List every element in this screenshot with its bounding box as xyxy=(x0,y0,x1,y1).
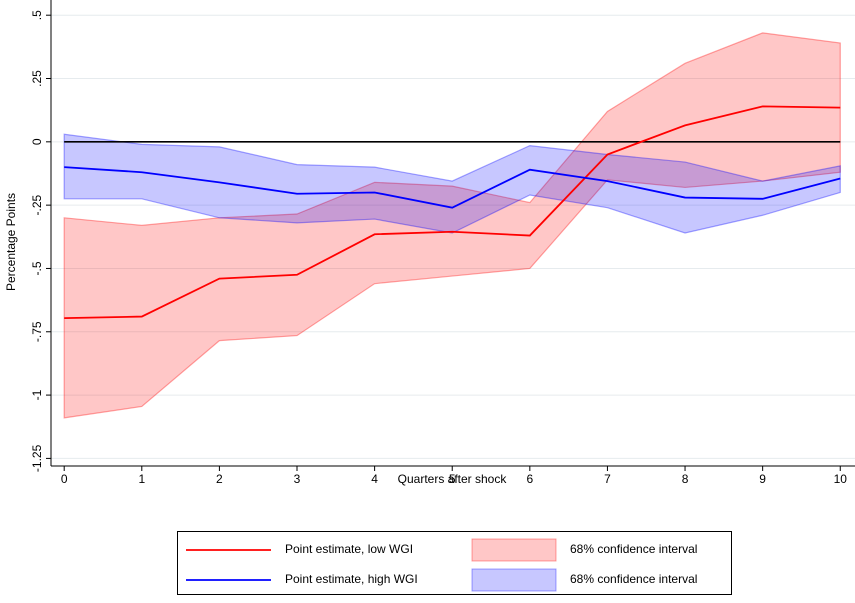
legend-box xyxy=(177,531,732,595)
x-tick-label: 8 xyxy=(682,472,689,486)
legend-label: Point estimate, high WGI xyxy=(285,572,418,586)
legend-label: 68% confidence interval xyxy=(570,542,697,556)
x-tick-label: 7 xyxy=(604,472,611,486)
x-tick-label: 10 xyxy=(834,472,848,486)
legend-label: Point estimate, low WGI xyxy=(285,542,413,556)
x-tick-label: 3 xyxy=(294,472,301,486)
series-line xyxy=(64,166,841,209)
x-tick-label: 4 xyxy=(371,472,378,486)
x-tick-label: 6 xyxy=(526,472,533,486)
x-tick-label: 9 xyxy=(759,472,766,486)
x-tick-label: 0 xyxy=(61,472,68,486)
x-axis-title: Quarters after shock xyxy=(398,472,508,486)
y-tick-label: -1 xyxy=(30,389,44,400)
y-tick-label: .5 xyxy=(30,10,44,20)
legend-label: 68% confidence interval xyxy=(570,572,697,586)
x-tick-label: 1 xyxy=(138,472,145,486)
y-tick-label: -.5 xyxy=(30,261,44,275)
y-tick-label: -.75 xyxy=(30,321,44,342)
y-tick-label: -1.25 xyxy=(30,444,44,472)
series-line xyxy=(64,105,841,319)
y-axis-title: Percentage Points xyxy=(4,193,18,291)
legend-swatch xyxy=(471,538,557,562)
y-tick-label: -.25 xyxy=(30,194,44,215)
y-tick-label: .25 xyxy=(30,70,44,87)
legend-swatch xyxy=(471,568,557,592)
y-tick-label: 0 xyxy=(30,138,44,145)
confidence-band xyxy=(63,133,841,234)
x-tick-label: 2 xyxy=(216,472,223,486)
x-tick-label: 5 xyxy=(449,472,456,486)
